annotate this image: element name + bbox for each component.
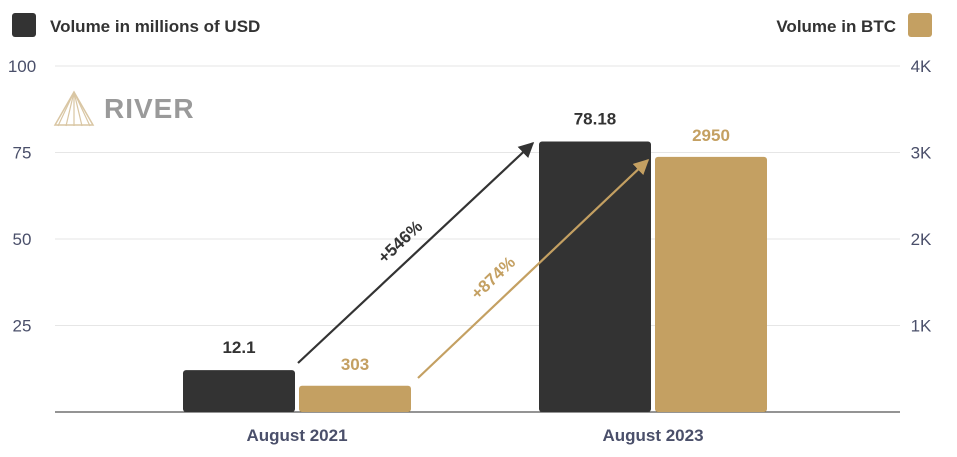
growth-arrow-btc [417,158,650,379]
logo-mark-ray [57,91,75,127]
growth-arrow-usd [297,141,535,364]
growth-label-usd: +546% [374,217,426,267]
logo-mark-ray [65,91,75,127]
data-label-usd: 12.1 [222,338,255,357]
legend-swatch-btc [908,13,932,37]
river-logo: RIVER [53,90,195,127]
bar-btc [299,385,411,412]
y-right-tick-label: 4K [911,57,932,76]
y-right-tick-label: 1K [911,317,932,336]
logo-mark-ray [73,91,91,127]
y-left-tick-label: 25 [13,317,32,336]
bar-btc [655,156,767,412]
data-label-btc: 303 [341,355,369,374]
legend-swatch-usd [12,13,36,37]
growth-label-btc: +874% [467,253,519,304]
bar-usd [539,141,651,412]
logo-mark-ray [73,91,83,127]
logo-wordmark: RIVER [104,93,195,124]
y-right-tick-label: 2K [911,230,932,249]
data-label-btc: 2950 [692,126,730,145]
bar-usd [183,370,295,412]
data-label-usd: 78.18 [574,109,617,128]
y-left-tick-label: 75 [13,144,32,163]
x-category-label: August 2023 [602,426,703,445]
y-left-tick-label: 100 [8,57,36,76]
legend-label-usd: Volume in millions of USD [50,17,260,36]
legend-label-btc: Volume in BTC [776,17,896,36]
y-left-tick-label: 50 [13,230,32,249]
y-right-tick-label: 3K [911,144,932,163]
x-category-label: August 2021 [246,426,347,445]
